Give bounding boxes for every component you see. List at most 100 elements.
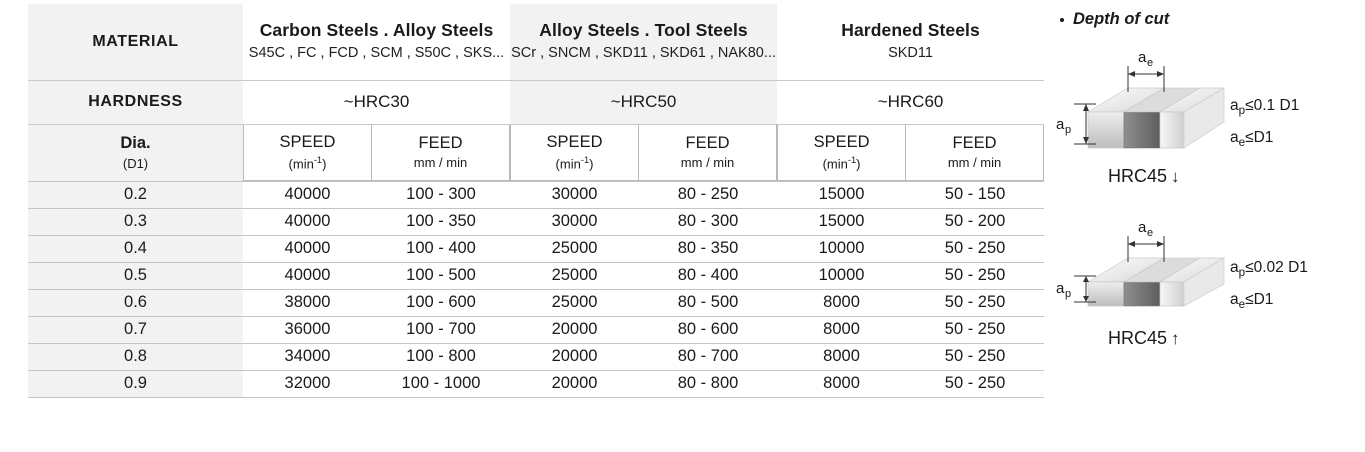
svg-text:e: e xyxy=(1147,227,1153,239)
dia-header-cell: Dia. (D1) xyxy=(28,124,243,181)
speed-cell: 38000 xyxy=(243,288,372,316)
speed-header-label-2: SPEED xyxy=(813,132,870,151)
svg-text:p: p xyxy=(1065,124,1071,136)
figure-caption-text-1: HRC45 xyxy=(1108,166,1168,186)
table-row: 0.6 38000 100 - 600 25000 80 - 500 8000 50 - 2… xyxy=(28,288,1045,316)
up-arrow-icon: ↑ xyxy=(1171,329,1180,348)
feed-cell: 80 - 300 xyxy=(639,207,778,235)
speed-header-unit-1: (min-1) xyxy=(555,154,594,172)
feed-header-unit-1: mm / min xyxy=(680,155,735,171)
speed-cell: 8000 xyxy=(777,315,907,343)
material-label: MATERIAL xyxy=(92,32,179,50)
speed-cell: 40000 xyxy=(243,234,372,262)
speed-header-label-0: SPEED xyxy=(279,132,336,151)
feed-cell: 80 - 250 xyxy=(639,180,778,208)
svg-text:e: e xyxy=(1147,57,1153,69)
speed-cell: 20000 xyxy=(510,342,640,370)
material-grades-2: SKD11 xyxy=(888,45,933,62)
table-row: 0.3 40000 100 - 350 30000 80 - 300 15000 50 - … xyxy=(28,207,1045,235)
figure-formulas-2: ap≤0.02 D1 ae≤D1 xyxy=(1230,252,1308,317)
formula-ap-1: ap≤0.1 D1 xyxy=(1230,97,1300,118)
speed-header-cell-0: SPEED (min-1) xyxy=(243,124,372,181)
figure-formulas-1: ap≤0.1 D1 ae≤D1 xyxy=(1230,90,1299,155)
hardness-row-label-cell: HARDNESS xyxy=(28,80,243,125)
feed-header-cell-2: FEED mm / min xyxy=(906,124,1045,181)
speed-cell: 25000 xyxy=(510,261,640,289)
feed-cell: 80 - 600 xyxy=(639,315,778,343)
bullet-icon xyxy=(1060,17,1064,22)
down-arrow-icon: ↓ xyxy=(1171,167,1180,186)
dia-cell: 0.6 xyxy=(28,288,243,316)
table-row: 0.8 34000 100 - 800 20000 80 - 700 8000 50 - 2… xyxy=(28,342,1045,370)
table-row: 0.4 40000 100 - 400 25000 80 - 350 10000 50 - … xyxy=(28,234,1045,262)
feed-header-unit-2: mm / min xyxy=(947,155,1002,171)
speed-cell: 8000 xyxy=(777,342,907,370)
table-row: 0.7 36000 100 - 700 20000 80 - 600 8000 50 - 2… xyxy=(28,315,1045,343)
speed-header-unit-2: (min-1) xyxy=(822,154,861,172)
speed-cell: 40000 xyxy=(243,261,372,289)
figure-caption-2: HRC45 ↑ xyxy=(1108,328,1180,349)
feed-cell: 80 - 350 xyxy=(639,234,778,262)
feed-cell: 80 - 500 xyxy=(639,288,778,316)
svg-text:a: a xyxy=(1138,219,1147,236)
table-row: 0.2 40000 100 - 300 30000 80 - 250 15000 50 - … xyxy=(28,180,1045,208)
speed-cell: 25000 xyxy=(510,288,640,316)
speed-header-unit-0: (min-1) xyxy=(288,154,327,172)
hardness-value-0: ~HRC30 xyxy=(343,92,410,111)
dia-cell: 0.2 xyxy=(28,180,243,208)
feed-header-cell-1: FEED mm / min xyxy=(639,124,778,181)
material-group-2: Hardened Steels SKD11 xyxy=(777,4,1045,81)
depth-of-cut-title: Depth of cut xyxy=(1073,10,1170,28)
table-row: 0.5 40000 100 - 500 25000 80 - 400 10000 50 - … xyxy=(28,261,1045,289)
feed-cell: 50 - 250 xyxy=(906,261,1045,289)
feed-header-label-0: FEED xyxy=(418,133,463,152)
feed-header-cell-0: FEED mm / min xyxy=(372,124,511,181)
feed-cell: 50 - 250 xyxy=(906,315,1045,343)
slot-cut-3d-diagram-2: a e a p xyxy=(1056,219,1226,307)
speed-cell: 10000 xyxy=(777,261,907,289)
speed-cell: 32000 xyxy=(243,369,372,398)
speed-header-label-1: SPEED xyxy=(546,132,603,151)
depth-of-cut-figure-1: a e a p HRC45 ↓ ap≤0.1 D1 ae≤D1 xyxy=(1048,48,1358,208)
speed-cell: 15000 xyxy=(777,180,907,208)
speed-cell: 30000 xyxy=(510,207,640,235)
feed-cell: 100 - 350 xyxy=(372,207,511,235)
material-group-1: Alloy Steels . Tool Steels SCr , SNCM , … xyxy=(510,4,778,81)
svg-text:a: a xyxy=(1056,280,1065,297)
dia-cell: 0.8 xyxy=(28,342,243,370)
column-subheader-row: Dia. (D1) SPEED (min-1) FEED mm / min xyxy=(28,124,1045,181)
hardness-row: HARDNESS ~HRC30 ~HRC50 ~HRC60 xyxy=(28,80,1045,125)
svg-text:p: p xyxy=(1065,288,1071,300)
speed-cell: 15000 xyxy=(777,207,907,235)
material-row: MATERIAL Carbon Steels . Alloy Steels S4… xyxy=(28,4,1045,81)
speed-cell: 8000 xyxy=(777,369,907,398)
hardness-group-2: ~HRC60 xyxy=(777,80,1045,125)
dia-cell: 0.4 xyxy=(28,234,243,262)
speed-cell: 20000 xyxy=(510,315,640,343)
feed-cell: 100 - 400 xyxy=(372,234,511,262)
dia-cell: 0.9 xyxy=(28,369,243,398)
speed-cell: 10000 xyxy=(777,234,907,262)
feed-cell: 100 - 1000 xyxy=(372,369,511,398)
formula-ae-2: ae≤D1 xyxy=(1230,291,1274,312)
formula-ae-1: ae≤D1 xyxy=(1230,129,1274,150)
material-row-label-cell: MATERIAL xyxy=(28,4,243,81)
feed-cell: 50 - 250 xyxy=(906,234,1045,262)
depth-of-cut-heading: Depth of cut xyxy=(1060,10,1358,29)
feed-cell: 50 - 150 xyxy=(906,180,1045,208)
dia-cell: 0.3 xyxy=(28,207,243,235)
svg-text:a: a xyxy=(1138,49,1147,66)
feed-header-unit-0: mm / min xyxy=(413,155,468,171)
feed-cell: 100 - 800 xyxy=(372,342,511,370)
speed-cell: 8000 xyxy=(777,288,907,316)
figure-caption-text-2: HRC45 xyxy=(1108,328,1168,348)
speed-cell: 36000 xyxy=(243,315,372,343)
feed-cell: 50 - 250 xyxy=(906,342,1045,370)
hardness-value-1: ~HRC50 xyxy=(610,92,677,111)
material-title-1: Alloy Steels . Tool Steels xyxy=(539,19,748,40)
material-grades-1: SCr , SNCM , SKD11 , SKD61 , NAK80... xyxy=(511,45,776,62)
slot-cut-3d-diagram-1: a e a p xyxy=(1056,49,1226,149)
feed-cell: 50 - 200 xyxy=(906,207,1045,235)
speed-cell: 40000 xyxy=(243,207,372,235)
